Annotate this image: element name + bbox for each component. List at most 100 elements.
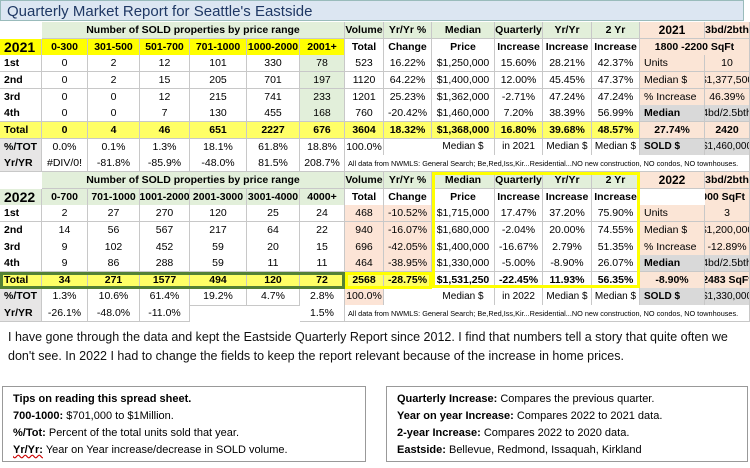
explanation: Percent of the total units sold that yea… — [45, 427, 240, 439]
header-cell: Number of SOLD properties by price range — [42, 171, 345, 189]
data-cell: 61.8% — [247, 138, 300, 156]
data-cell: 16.80% — [495, 121, 543, 140]
data-cell: $1,460,000 — [705, 138, 750, 156]
data-cell: 701 — [247, 71, 300, 90]
data-cell: SOLD $ — [640, 288, 705, 306]
header-cell: 2021 — [0, 38, 42, 56]
explanation: $701,000 to $1Million. — [63, 410, 174, 422]
data-cell: 18.8% — [300, 138, 345, 156]
data-cell: $1,200,000 — [705, 221, 750, 239]
data-cell: -28.75% — [384, 271, 432, 289]
data-cell: 102 — [88, 238, 140, 256]
data-cell: 38.39% — [543, 105, 592, 123]
data-cell: 676 — [300, 121, 345, 140]
header-cell: Increase — [543, 188, 592, 206]
data-cell: 27.74% — [640, 121, 705, 140]
data-cell: 64 — [247, 221, 300, 239]
definition-line: 700-1000: $701,000 to $1Million. — [13, 408, 355, 425]
data-cell: 330 — [247, 55, 300, 73]
header-cell: Median — [432, 171, 495, 189]
header-cell: Total — [345, 38, 384, 56]
data-cell: $1,715,000 — [432, 205, 495, 223]
header-cell: 2021 — [640, 22, 705, 40]
data-cell: -8.90% — [640, 271, 705, 289]
data-cell: 0 — [42, 55, 88, 73]
header-cell: Yr/Yr % — [384, 171, 432, 189]
data-cell: 0 — [88, 88, 140, 106]
data-cell: Median — [640, 105, 705, 123]
data-cell: SOLD $ — [640, 138, 705, 156]
row-label: %/TOT — [0, 138, 42, 156]
data-cell: 37.20% — [543, 205, 592, 223]
row-label: Yr/YR — [0, 155, 42, 173]
header-cell: Increase — [543, 38, 592, 56]
term: %/Tot: — [13, 427, 46, 439]
data-cell: 1577 — [140, 271, 190, 289]
data-cell: 10.6% — [88, 288, 140, 306]
header-cell: 301-500 — [88, 38, 140, 56]
data-cell: 100.0% — [345, 138, 384, 156]
data-cell: -10.52% — [384, 205, 432, 223]
definitions-box: Quarterly Increase: Compares the previou… — [386, 386, 748, 462]
header-cell: 1000-2000 — [247, 38, 300, 56]
header-cell: Yr/Yr — [543, 22, 592, 40]
data-cell: All data from NWMLS: General Search; Be,… — [345, 305, 750, 323]
data-cell: 197 — [300, 71, 345, 90]
data-cell: 2.79% — [543, 238, 592, 256]
data-cell: -48.0% — [88, 305, 140, 323]
data-cell: in 2021 — [495, 138, 543, 156]
data-cell: #DIV/0! — [42, 155, 88, 173]
term: Yr/Yr: — [13, 444, 43, 456]
data-cell: 18.1% — [190, 138, 247, 156]
row-label: %/TOT — [0, 288, 42, 306]
data-cell: 120 — [190, 205, 247, 223]
data-cell: 72 — [300, 271, 345, 289]
data-cell: 100.0% — [345, 288, 384, 306]
data-cell: -5.00% — [495, 255, 543, 273]
data-cell: 1.5% — [300, 305, 345, 323]
data-cell: 3 — [705, 205, 750, 223]
header-cell: Volume — [345, 171, 384, 189]
term: 2-year Increase: — [397, 427, 481, 439]
data-cell: 455 — [247, 105, 300, 123]
definition-line: Year on year Increase: Compares 2022 to … — [397, 408, 737, 425]
header-cell: Yr/Yr % — [384, 22, 432, 40]
data-cell: 7 — [140, 105, 190, 123]
data-cell: 9 — [42, 255, 88, 273]
header-cell: 3bd/2bth — [705, 22, 750, 40]
data-cell: 2.8% — [300, 288, 345, 306]
data-cell: 12 — [140, 55, 190, 73]
explanation: Compares 2022 to 2020 data. — [480, 427, 630, 439]
data-cell: 2227 — [247, 121, 300, 140]
header-cell: 501-700 — [140, 38, 190, 56]
data-cell: 464 — [345, 255, 384, 273]
header-cell: 4000+ — [300, 188, 345, 206]
data-cell: 208.7% — [300, 155, 345, 173]
row-label: 1st — [0, 205, 42, 223]
data-cell: 4 — [88, 121, 140, 140]
commentary: I have gone through the data and kept th… — [8, 330, 728, 363]
header-cell: Increase — [592, 38, 640, 56]
data-cell: 651 — [190, 121, 247, 140]
data-cell: 2 — [42, 205, 88, 223]
header-cell: 2022 — [640, 171, 705, 189]
data-cell: 15 — [140, 71, 190, 90]
row-label: 4th — [0, 105, 42, 123]
data-cell: 10 — [705, 55, 750, 73]
tips-box: Tips on reading this spread sheet. 700-10… — [2, 386, 366, 462]
data-cell: Units — [640, 55, 705, 73]
data-cell: Median — [640, 255, 705, 273]
data-cell: 19.2% — [190, 288, 247, 306]
header-cell: Price — [432, 188, 495, 206]
data-cell: 17.47% — [495, 205, 543, 223]
definition-line: Yr/Yr: Year on Year increase/decrease in… — [13, 442, 355, 459]
data-cell: in 2022 — [495, 288, 543, 306]
data-cell: 0.1% — [88, 138, 140, 156]
data-cell: 16.22% — [384, 55, 432, 73]
header-cell: Increase — [592, 188, 640, 206]
data-cell: 15.60% — [495, 55, 543, 73]
data-cell: $1,330,000 — [432, 255, 495, 273]
data-cell: 11 — [247, 255, 300, 273]
header-cell: 2001-3000 — [190, 188, 247, 206]
header-cell: 701-1000 — [190, 38, 247, 56]
